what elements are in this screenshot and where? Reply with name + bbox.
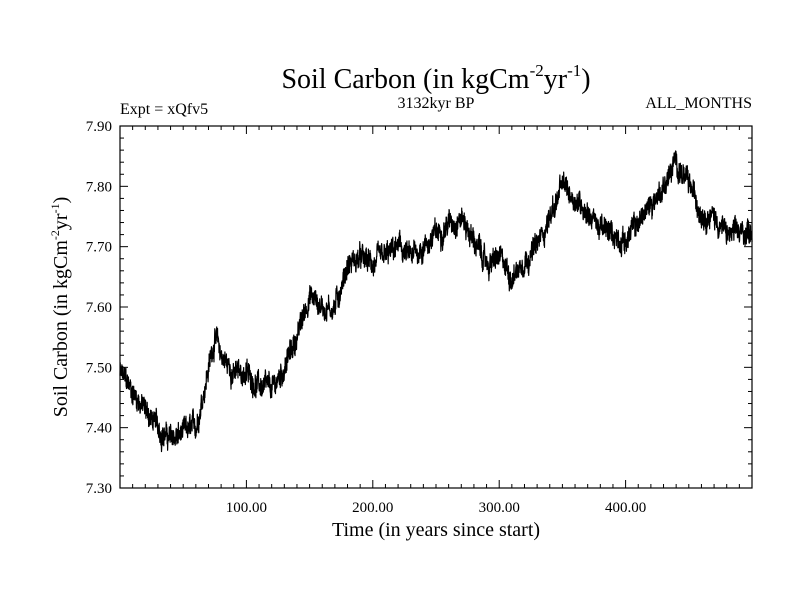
x-tick-label: 300.00: [479, 500, 520, 516]
subtitle-experiment: Expt = xQfv5: [120, 101, 208, 118]
series-line-soil-carbon: [119, 150, 753, 453]
x-axis-ticks: 100.00 200.00 300.00 400.00: [132, 126, 740, 516]
x-axis-label: Time (in years since start): [332, 519, 540, 541]
y-tick-label: 7.50: [86, 360, 112, 376]
y-tick-label: 7.90: [86, 119, 112, 135]
y-tick-label: 7.60: [86, 300, 112, 316]
x-tick-label: 400.00: [605, 500, 646, 516]
chart-title: Soil Carbon (in kgCm-2yr-1): [281, 61, 590, 95]
y-tick-label: 7.40: [86, 421, 112, 437]
subtitle-months: ALL_MONTHS: [645, 95, 752, 112]
y-tick-label: 7.70: [86, 240, 112, 256]
plot-frame: [119, 125, 753, 489]
x-tick-label: 200.00: [352, 500, 393, 516]
y-tick-label: 7.80: [86, 179, 112, 195]
x-tick-label: 100.00: [226, 500, 267, 516]
y-axis-label: Soil Carbon (in kgCm-2yr-1): [48, 197, 72, 418]
y-tick-label: 7.30: [86, 481, 112, 497]
subtitle-period: 3132kyr BP: [398, 95, 475, 112]
y-axis-ticks: 7.30 7.40 7.50 7.60 7.70 7.80 7.90: [86, 119, 752, 497]
